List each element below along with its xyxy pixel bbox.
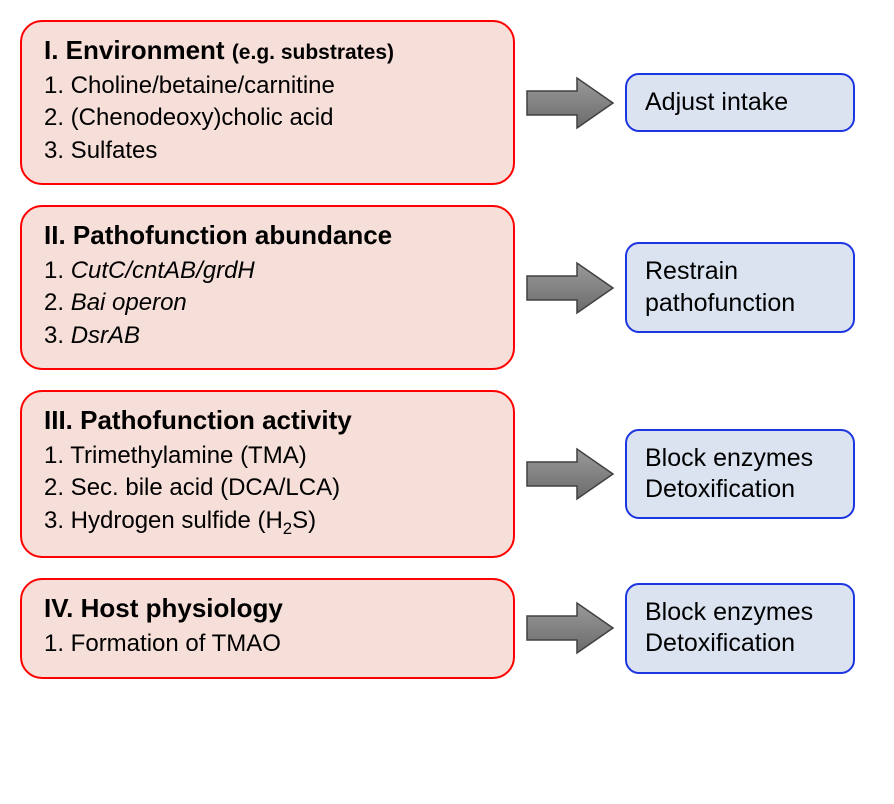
action-line: Restrain bbox=[645, 256, 835, 287]
category-title: III. Pathofunction activity bbox=[44, 406, 491, 436]
category-title: I. Environment (e.g. substrates) bbox=[44, 36, 491, 66]
list-item: 1. Choline/betaine/carnitine bbox=[44, 70, 491, 102]
category-box: II. Pathofunction abundance 1. CutC/cntAB… bbox=[20, 205, 515, 370]
action-line: Adjust intake bbox=[645, 87, 835, 118]
list-item: 2. Sec. bile acid (DCA/LCA) bbox=[44, 472, 491, 504]
list-item: 2. (Chenodeoxy)cholic acid bbox=[44, 102, 491, 134]
category-title: II. Pathofunction abundance bbox=[44, 221, 491, 251]
list-item: 3. Hydrogen sulfide (H2S) bbox=[44, 505, 491, 540]
arrow-icon bbox=[515, 593, 625, 663]
item-number: 2. bbox=[44, 289, 71, 316]
category-box: I. Environment (e.g. substrates) 1. Choli… bbox=[20, 20, 515, 185]
action-line: Block enzymes bbox=[645, 443, 835, 474]
title-main: I. Environment bbox=[44, 35, 232, 65]
title-main: II. Pathofunction abundance bbox=[44, 220, 392, 250]
list-item: 3. DsrAB bbox=[44, 320, 491, 352]
category-box: III. Pathofunction activity 1. Trimethyla… bbox=[20, 390, 515, 558]
item-number: 3. bbox=[44, 322, 71, 349]
diagram-row: II. Pathofunction abundance 1. CutC/cntAB… bbox=[20, 205, 874, 370]
item-text: DsrAB bbox=[71, 322, 140, 349]
arrow-icon bbox=[515, 68, 625, 138]
list-item: 1. Formation of TMAO bbox=[44, 628, 491, 660]
arrow-icon bbox=[515, 439, 625, 509]
title-sub: (e.g. substrates) bbox=[232, 41, 394, 64]
diagram-row: III. Pathofunction activity 1. Trimethyla… bbox=[20, 390, 874, 558]
title-main: IV. Host physiology bbox=[44, 593, 283, 623]
action-line: Detoxification bbox=[645, 474, 835, 505]
list-item: 1. CutC/cntAB/grdH bbox=[44, 255, 491, 287]
arrow-icon bbox=[515, 253, 625, 323]
action-line: pathofunction bbox=[645, 288, 835, 319]
category-title: IV. Host physiology bbox=[44, 594, 491, 624]
list-item: 3. Sulfates bbox=[44, 135, 491, 167]
item-number: 1. bbox=[44, 257, 71, 284]
action-line: Detoxification bbox=[645, 628, 835, 659]
title-main: III. Pathofunction activity bbox=[44, 405, 352, 435]
diagram-row: I. Environment (e.g. substrates) 1. Choli… bbox=[20, 20, 874, 185]
action-box: Block enzymesDetoxification bbox=[625, 583, 855, 674]
action-box: Adjust intake bbox=[625, 73, 855, 132]
action-box: Block enzymesDetoxification bbox=[625, 429, 855, 520]
action-box: Restrainpathofunction bbox=[625, 242, 855, 333]
item-text: Bai operon bbox=[71, 289, 187, 316]
list-item: 1. Trimethylamine (TMA) bbox=[44, 440, 491, 472]
action-line: Block enzymes bbox=[645, 597, 835, 628]
category-box: IV. Host physiology 1. Formation of TMAO bbox=[20, 578, 515, 678]
diagram-row: IV. Host physiology1. Formation of TMAO … bbox=[20, 578, 874, 678]
item-text: CutC/cntAB/grdH bbox=[71, 257, 255, 284]
list-item: 2. Bai operon bbox=[44, 287, 491, 319]
